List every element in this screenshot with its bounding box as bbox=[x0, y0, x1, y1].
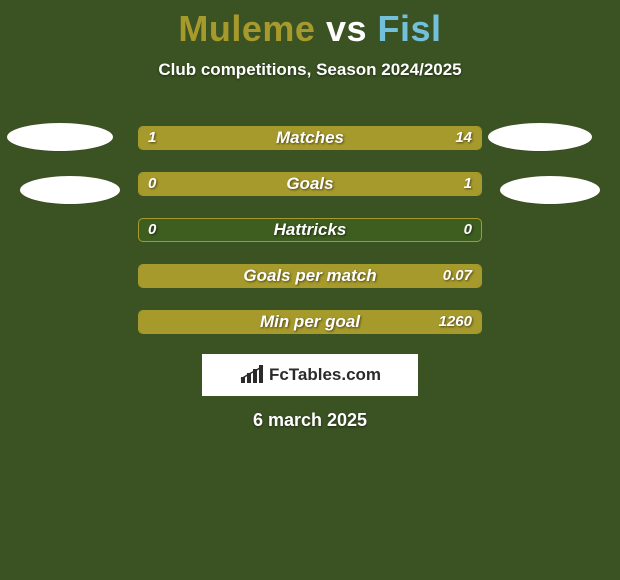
brand-box: FcTables.com bbox=[202, 354, 418, 396]
bar-track bbox=[138, 264, 482, 288]
bar-fill-left bbox=[139, 127, 194, 150]
player2-name: Fisl bbox=[378, 8, 442, 49]
stat-row: Goals per match0.07 bbox=[0, 264, 620, 292]
comparison-infographic: Muleme vs Fisl Club competitions, Season… bbox=[0, 0, 620, 580]
bar-fill-right bbox=[139, 265, 481, 288]
player1-name: Muleme bbox=[178, 8, 315, 49]
bar-fill-right bbox=[139, 173, 481, 196]
page-title: Muleme vs Fisl bbox=[0, 0, 620, 50]
bar-track bbox=[138, 218, 482, 242]
bar-track bbox=[138, 310, 482, 334]
bar-fill-right bbox=[194, 127, 481, 150]
date-text: 6 march 2025 bbox=[0, 410, 620, 431]
brand-text: FcTables.com bbox=[269, 365, 381, 385]
bar-fill-right bbox=[139, 311, 481, 334]
bar-chart-icon bbox=[239, 365, 265, 385]
stat-row: Min per goal1260 bbox=[0, 310, 620, 338]
stat-row: Matches114 bbox=[0, 126, 620, 154]
stat-row: Hattricks00 bbox=[0, 218, 620, 246]
bar-track bbox=[138, 126, 482, 150]
bar-track bbox=[138, 172, 482, 196]
stat-row: Goals01 bbox=[0, 172, 620, 200]
subtitle: Club competitions, Season 2024/2025 bbox=[0, 60, 620, 80]
title-vs: vs bbox=[326, 8, 367, 49]
